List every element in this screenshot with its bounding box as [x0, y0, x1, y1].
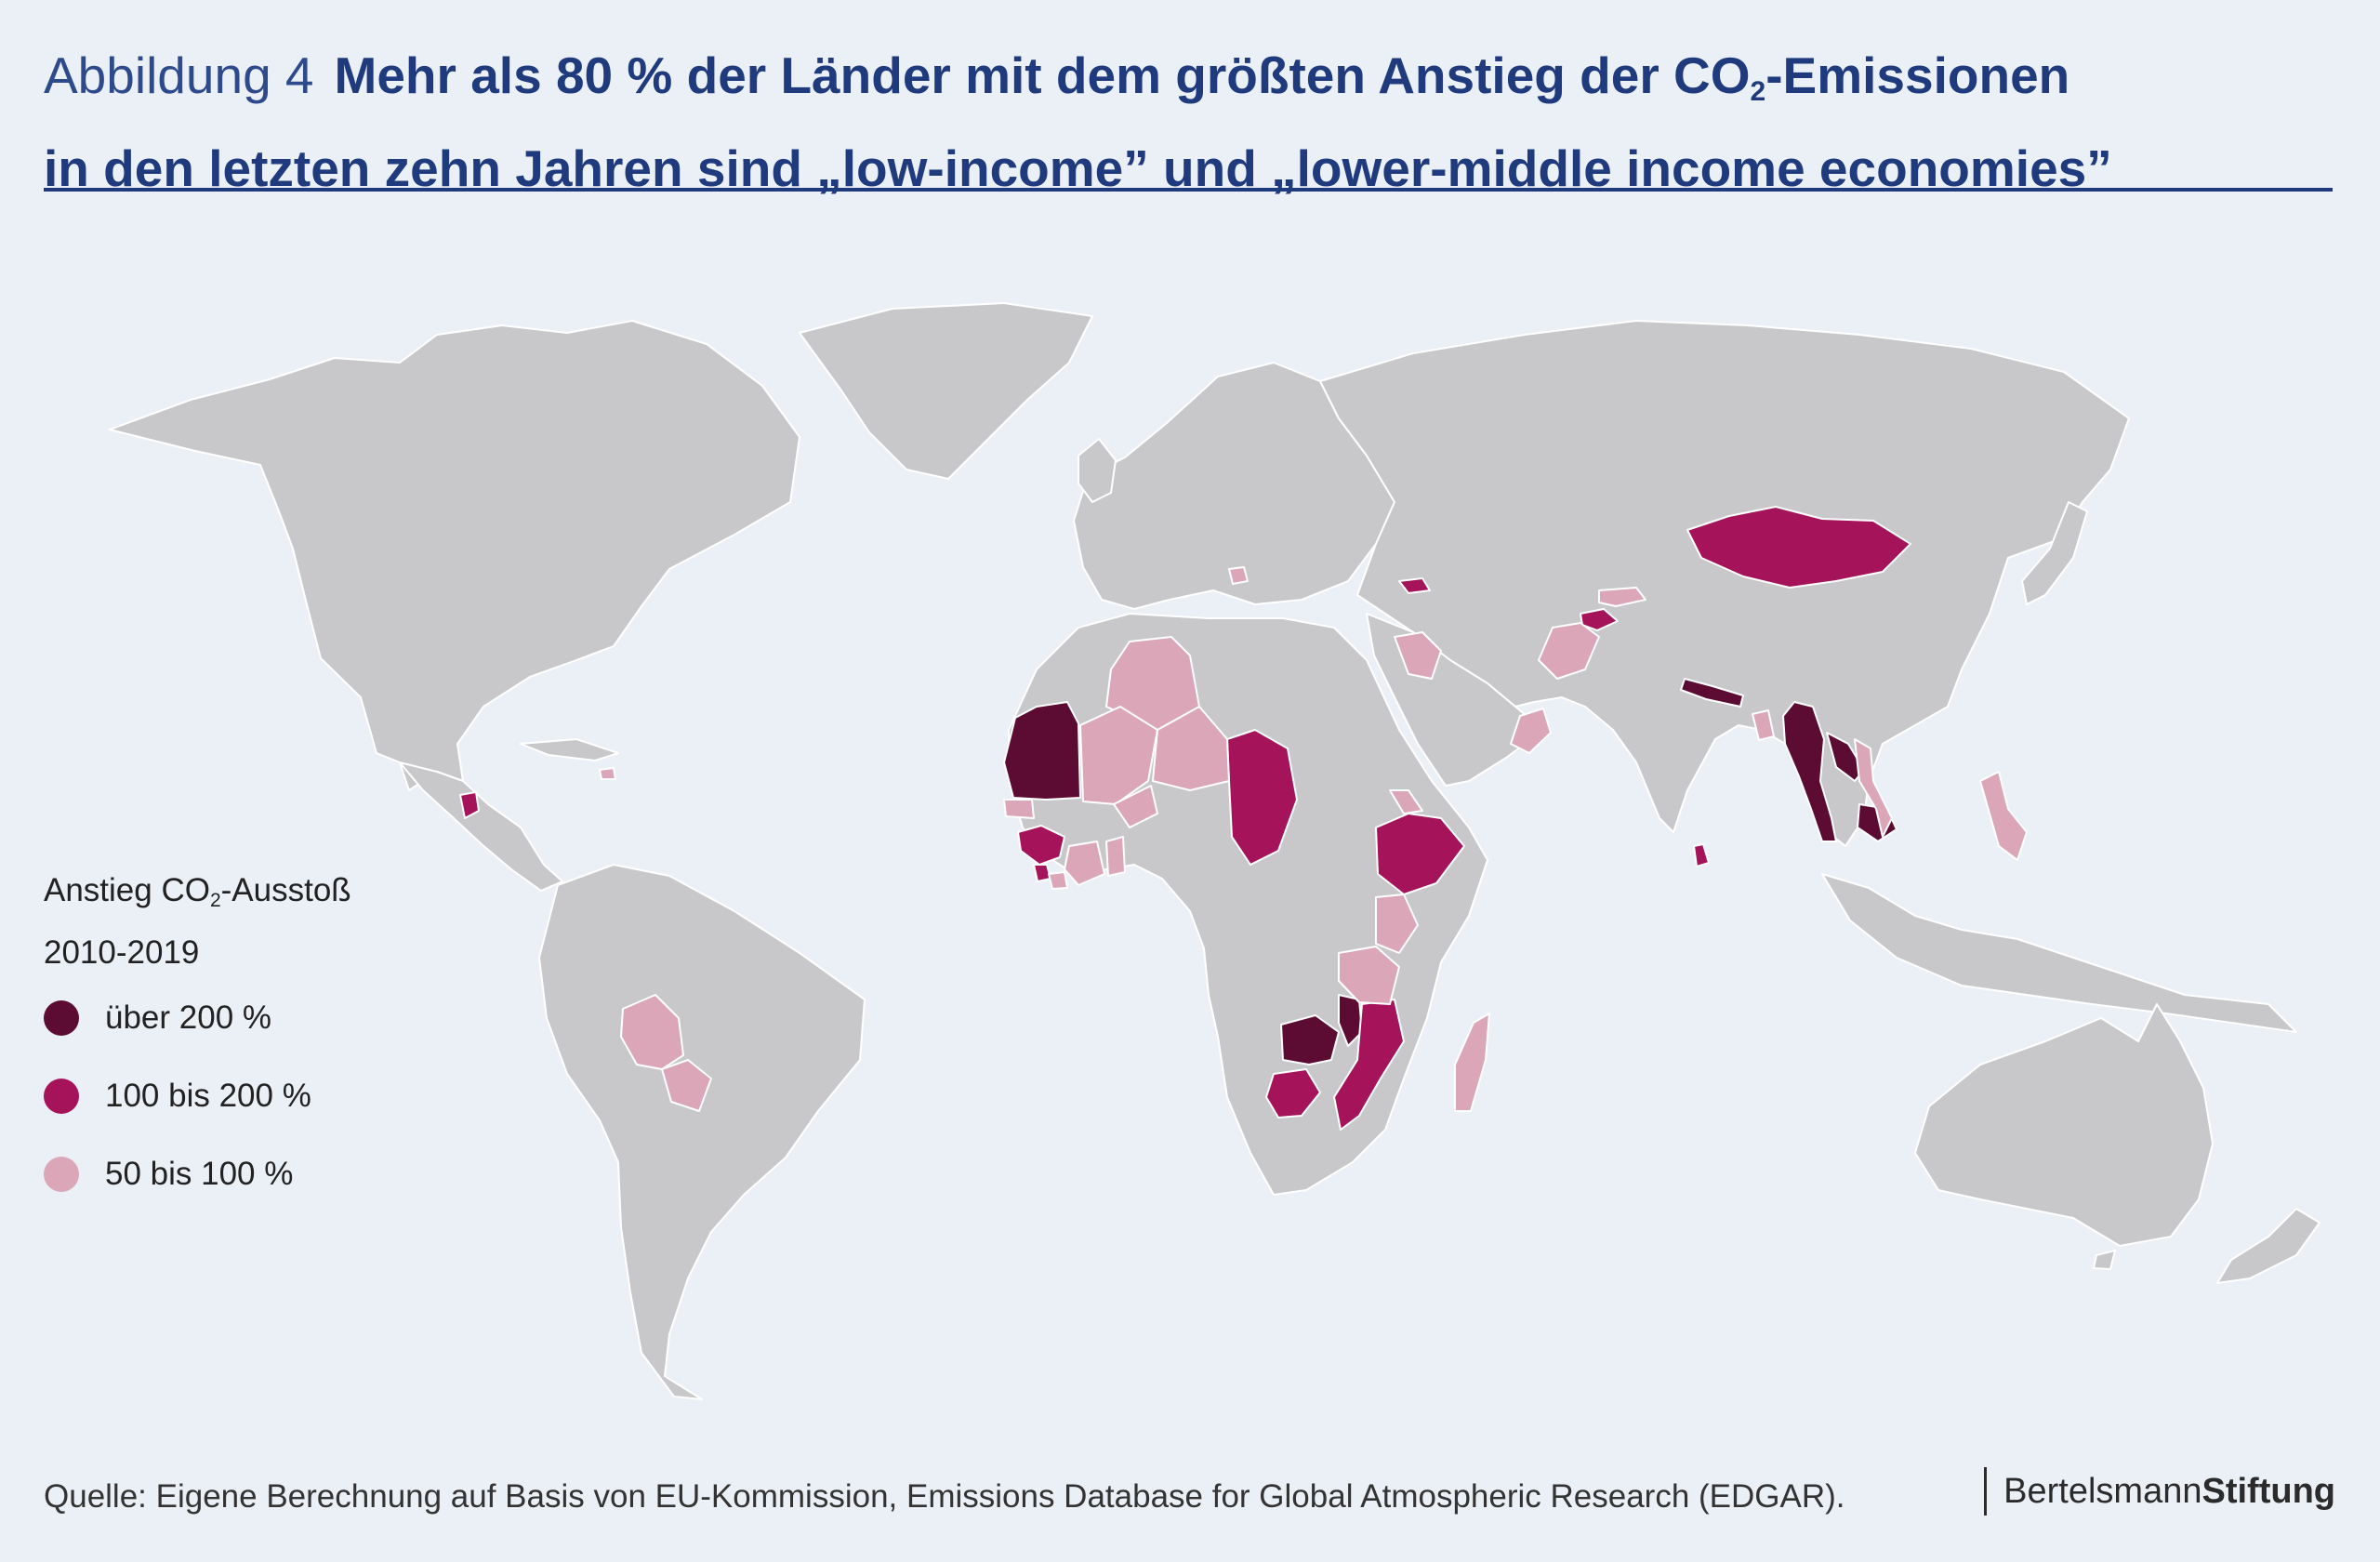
country-kyrgyzstan: [1598, 587, 1646, 607]
title-line-1: Abbildung 4 Mehr als 80 % der Länder mit …: [44, 37, 2331, 130]
country-kenya: [1375, 894, 1419, 954]
legend-dot-medium-icon: [44, 1079, 79, 1114]
source-note: Quelle: Eigene Berechnung auf Basis von …: [44, 1478, 1845, 1515]
country-liberia: [1048, 871, 1068, 890]
world-map: [109, 302, 2320, 1400]
title-part-1: Mehr als 80 % der Länder mit dem größten…: [334, 46, 2070, 107]
southeast-asia-islands: [1821, 873, 2297, 1033]
country-afghanistan: [1538, 622, 1600, 680]
country-madagascar: [1454, 1013, 1490, 1112]
legend-label: 50 bis 100 %: [105, 1156, 294, 1192]
country-senegal: [1003, 799, 1035, 819]
country-myanmar: [1782, 701, 1837, 842]
country-paraguay: [661, 1059, 712, 1112]
title-rule: [44, 188, 2333, 192]
legend-label: 100 bis 200 %: [105, 1078, 311, 1114]
north-america: [109, 320, 800, 791]
country-niger: [1152, 706, 1230, 791]
uk-ireland: [1078, 438, 1117, 503]
central-america: [399, 761, 563, 892]
country-iraq: [1394, 631, 1442, 680]
legend-dot-light-icon: [44, 1157, 79, 1192]
japan: [2021, 501, 2088, 605]
legend-title-a: Anstieg CO: [44, 872, 210, 908]
country-nepal: [1680, 678, 1744, 708]
country-eritrea: [1389, 789, 1423, 814]
country-guinea: [1017, 825, 1065, 866]
country-burkina-faso: [1113, 785, 1158, 828]
country-bosnia: [1228, 566, 1249, 585]
caribbean: [520, 738, 619, 761]
legend-label: über 200 %: [105, 999, 272, 1036]
country-mauritania: [1003, 701, 1081, 801]
greenland: [799, 302, 1093, 480]
country-oman: [1510, 708, 1552, 754]
map-legend: Anstieg CO2-Ausstoß 2010-2019 über 200 %…: [44, 865, 351, 1213]
title-line-2: in den letzten zehn Jahren sind „low-inc…: [44, 139, 2112, 197]
figure-label: Abbildung 4: [44, 46, 314, 104]
title-subscript: 2: [1750, 76, 1766, 107]
country-dominican-republic: [599, 767, 616, 780]
header: Abbildung 4 Mehr als 80 % der Länder mit …: [44, 37, 2331, 206]
australia: [1914, 1003, 2214, 1247]
brand-text-b: Stiftung: [2202, 1472, 2335, 1511]
south-america: [538, 864, 866, 1400]
legend-item-50-100: 50 bis 100 %: [44, 1135, 351, 1213]
country-sierra-leone: [1033, 864, 1051, 882]
legend-title-b: -Ausstoß: [220, 872, 351, 908]
country-tanzania: [1338, 946, 1400, 1005]
country-mongolia: [1686, 506, 1911, 589]
country-mali: [1079, 706, 1158, 805]
country-mozambique: [1333, 999, 1405, 1131]
country-ghana: [1105, 836, 1126, 877]
country-guatemala: [459, 791, 480, 819]
title-text-b: -Emissionen: [1765, 46, 2070, 104]
legend-period: 2010-2019: [44, 934, 200, 971]
country-zimbabwe: [1265, 1068, 1321, 1119]
brand-logo: BertelsmannStiftung: [1984, 1467, 2335, 1516]
country-cote-divoire: [1064, 841, 1105, 886]
country-georgia: [1398, 577, 1431, 594]
legend-item-100-200: 100 bis 200 %: [44, 1057, 351, 1135]
new-zealand: [2216, 1208, 2320, 1284]
country-chad: [1226, 729, 1298, 866]
country-philippines: [1979, 771, 2028, 861]
legend-dot-dark-icon: [44, 1000, 79, 1036]
title-text-a: Mehr als 80 % der Länder mit dem größten…: [334, 46, 1751, 104]
brand-text-a: Bertelsmann: [2003, 1472, 2202, 1511]
country-zambia: [1280, 1014, 1340, 1066]
legend-title-subscript: 2: [209, 890, 221, 911]
country-vietnam: [1854, 738, 1893, 838]
country-sri-lanka: [1693, 843, 1710, 867]
legend-title: Anstieg CO2-Ausstoß: [44, 865, 351, 927]
country-bangladesh: [1752, 709, 1775, 741]
country-ethiopia: [1375, 813, 1465, 895]
tasmania: [2093, 1250, 2116, 1270]
country-bolivia: [620, 994, 684, 1070]
legend-item-over-200: über 200 %: [44, 979, 351, 1057]
